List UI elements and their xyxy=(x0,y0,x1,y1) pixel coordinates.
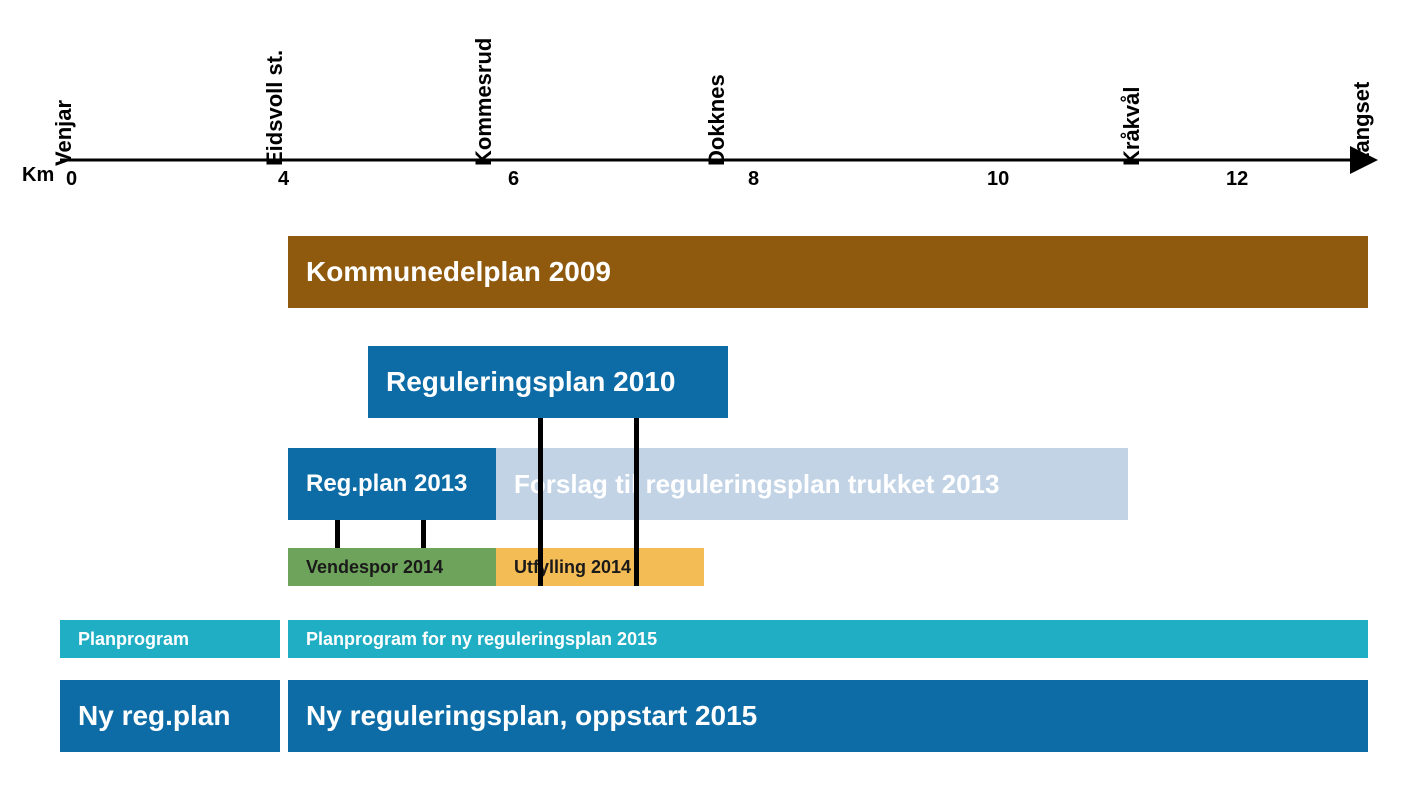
km-tick: 10 xyxy=(987,168,1009,191)
bar-forslag2013: Forslag til reguleringsplan trukket 2013 xyxy=(496,448,1128,520)
km-tick: 8 xyxy=(748,168,759,191)
bar-reguleringsplan2010: Reguleringsplan 2010 xyxy=(368,346,728,418)
station-label: Kommesrud xyxy=(471,38,497,166)
km-tick: 4 xyxy=(278,168,289,191)
bar-planprogram-right: Planprogram for ny reguleringsplan 2015 xyxy=(288,620,1368,658)
bar-nyregplan-left: Ny reg.plan xyxy=(60,680,280,752)
station-label: Venjar xyxy=(51,100,77,166)
bar-planprogram-left: Planprogram xyxy=(60,620,280,658)
connector-line xyxy=(421,520,426,548)
station-label: Langset xyxy=(1349,82,1375,166)
timeline-chart: KmVenjar Eidsvoll st. Kommesrud Dokknes Kråk… xyxy=(0,0,1420,788)
bar-utfylling2014: Utfylling 2014 xyxy=(496,548,704,586)
bar-vendespor2014: Vendespor 2014 xyxy=(288,548,496,586)
km-tick: 12 xyxy=(1226,168,1248,191)
station-label: Kråkvål xyxy=(1119,86,1145,166)
connector-line xyxy=(335,520,340,548)
connector-line xyxy=(634,418,639,586)
km-tick: 6 xyxy=(508,168,519,191)
axis-km-label: Km xyxy=(22,164,54,187)
bar-kommunedelplan: Kommunedelplan 2009 xyxy=(288,236,1368,308)
bar-regplan2013: Reg.plan 2013 xyxy=(288,448,496,520)
station-label: Eidsvoll st. xyxy=(262,50,288,166)
station-label: Dokknes xyxy=(704,74,730,166)
connector-line xyxy=(538,418,543,586)
bar-nyregplan-right: Ny reguleringsplan, oppstart 2015 xyxy=(288,680,1368,752)
km-tick: 0 xyxy=(66,168,77,191)
